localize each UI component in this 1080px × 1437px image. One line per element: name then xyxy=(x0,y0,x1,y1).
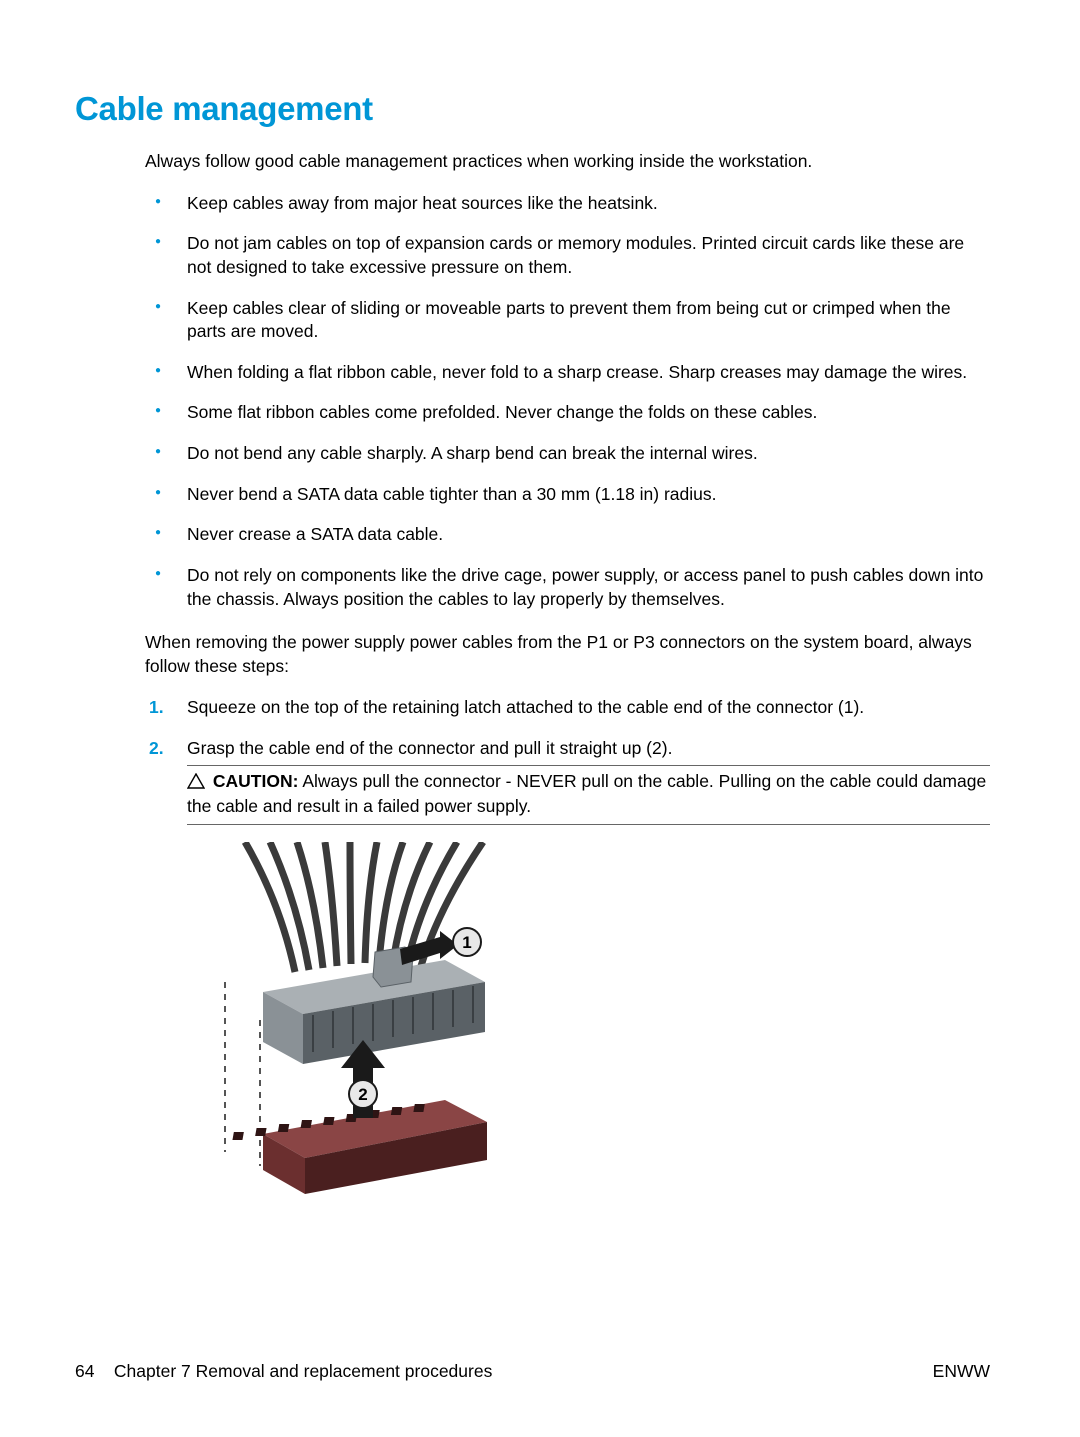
page-footer: 64 Chapter 7 Removal and replacement pro… xyxy=(75,1361,990,1382)
chapter-title: Chapter 7 Removal and replacement proced… xyxy=(114,1361,492,1381)
step-text: Squeeze on the top of the retaining latc… xyxy=(187,697,864,717)
caution-label: CAUTION: xyxy=(213,771,299,791)
caution-note: CAUTION: Always pull the connector - NEV… xyxy=(187,765,990,825)
page-number: 64 xyxy=(75,1361,94,1381)
list-item: Never bend a SATA data cable tighter tha… xyxy=(145,483,990,507)
list-item: Keep cables clear of sliding or moveable… xyxy=(145,297,990,344)
caution-body: Always pull the connector - NEVER pull o… xyxy=(187,771,986,817)
list-item: Do not bend any cable sharply. A sharp b… xyxy=(145,442,990,466)
callout-2: 2 xyxy=(358,1085,367,1104)
list-item: Do not rely on components like the drive… xyxy=(145,564,990,611)
numbered-steps: Squeeze on the top of the retaining latc… xyxy=(145,696,990,825)
callout-1: 1 xyxy=(462,933,471,952)
steps-intro-paragraph: When removing the power supply power cab… xyxy=(145,631,990,678)
step-text: Grasp the cable end of the connector and… xyxy=(187,738,672,758)
step-item: Grasp the cable end of the connector and… xyxy=(145,737,990,825)
section-heading: Cable management xyxy=(75,90,990,128)
bullet-list: Keep cables away from major heat sources… xyxy=(145,192,990,612)
list-item: Never crease a SATA data cable. xyxy=(145,523,990,547)
list-item: Do not jam cables on top of expansion ca… xyxy=(145,232,990,279)
step-item: Squeeze on the top of the retaining latc… xyxy=(145,696,990,720)
language-code: ENWW xyxy=(933,1361,990,1382)
intro-paragraph: Always follow good cable management prac… xyxy=(145,150,990,174)
list-item: Keep cables away from major heat sources… xyxy=(145,192,990,216)
connector-figure: 1 2 xyxy=(185,842,555,1212)
list-item: Some flat ribbon cables come prefolded. … xyxy=(145,401,990,425)
caution-icon xyxy=(187,772,205,796)
list-item: When folding a flat ribbon cable, never … xyxy=(145,361,990,385)
